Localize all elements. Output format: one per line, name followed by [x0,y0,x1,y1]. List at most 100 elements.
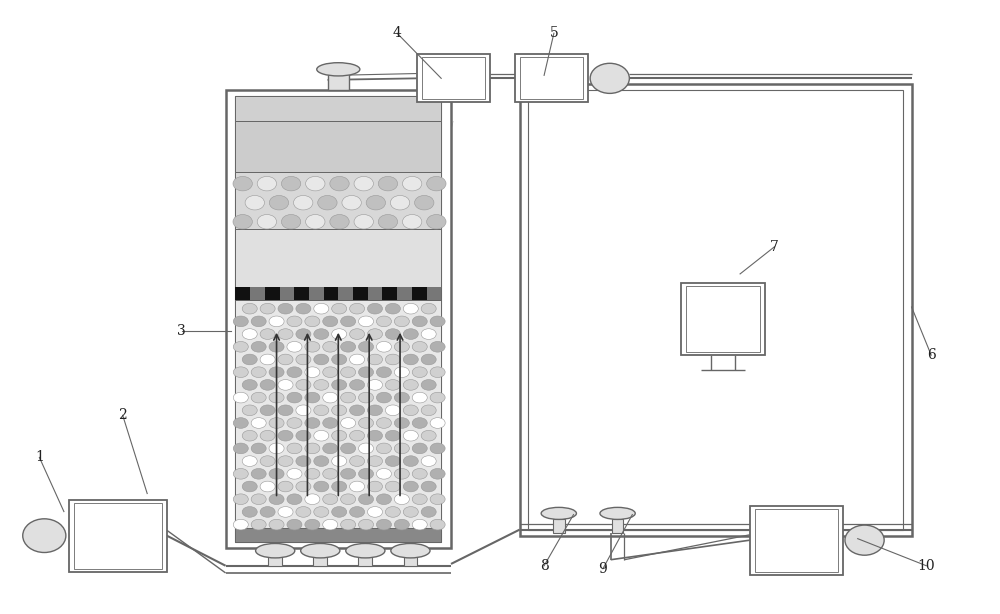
Ellipse shape [296,379,311,391]
Ellipse shape [359,418,374,429]
Ellipse shape [287,468,302,479]
Bar [268,551,282,565]
Ellipse shape [260,481,275,492]
Text: 8: 8 [540,559,548,573]
Ellipse shape [412,418,427,429]
Ellipse shape [390,195,410,210]
Ellipse shape [367,379,383,391]
Ellipse shape [287,519,302,530]
Bar [382,287,397,300]
Ellipse shape [233,443,248,454]
Ellipse shape [317,63,360,76]
Text: 2: 2 [118,408,127,422]
Ellipse shape [323,468,338,479]
Ellipse shape [412,468,427,479]
Ellipse shape [332,430,347,441]
Ellipse shape [242,303,257,314]
Ellipse shape [376,392,391,403]
Ellipse shape [376,468,391,479]
Ellipse shape [242,405,257,416]
Ellipse shape [251,443,266,454]
Ellipse shape [296,456,311,467]
Bar [235,529,441,542]
Ellipse shape [260,328,275,340]
Bar [235,300,441,529]
Ellipse shape [403,456,418,467]
Text: 9: 9 [599,562,607,576]
Bar [681,283,765,355]
Ellipse shape [306,176,325,191]
Bar [520,57,583,99]
Ellipse shape [260,379,275,391]
Ellipse shape [314,481,329,492]
Ellipse shape [260,303,275,314]
Ellipse shape [314,507,329,517]
Ellipse shape [269,392,284,403]
Ellipse shape [332,328,347,340]
Ellipse shape [394,316,409,327]
Ellipse shape [421,354,436,365]
Ellipse shape [305,468,320,479]
Ellipse shape [367,328,383,340]
Ellipse shape [296,303,311,314]
Ellipse shape [305,418,320,429]
Text: 6: 6 [927,348,936,362]
Ellipse shape [430,341,445,352]
Ellipse shape [541,507,576,519]
Ellipse shape [394,494,409,505]
Ellipse shape [421,303,436,314]
Ellipse shape [233,468,248,479]
Text: 3: 3 [177,324,186,338]
Bar [265,287,280,300]
Ellipse shape [427,214,446,229]
Ellipse shape [430,519,445,530]
Ellipse shape [251,316,266,327]
Ellipse shape [251,392,266,403]
Bar [427,287,441,300]
Ellipse shape [359,443,374,454]
Bar [520,84,912,535]
Ellipse shape [341,341,356,352]
Ellipse shape [323,392,338,403]
Ellipse shape [403,430,418,441]
Ellipse shape [296,481,311,492]
Bar [328,69,349,90]
Ellipse shape [305,519,320,530]
Ellipse shape [233,214,252,229]
Ellipse shape [359,341,374,352]
Ellipse shape [281,214,301,229]
Ellipse shape [269,468,284,479]
Ellipse shape [367,507,383,517]
Bar [612,519,623,533]
Ellipse shape [301,543,340,558]
Ellipse shape [430,367,445,378]
Ellipse shape [376,341,391,352]
Ellipse shape [421,481,436,492]
Ellipse shape [296,430,311,441]
Ellipse shape [260,430,275,441]
Ellipse shape [330,176,349,191]
Ellipse shape [341,392,356,403]
Ellipse shape [394,443,409,454]
Ellipse shape [403,354,418,365]
Text: 5: 5 [550,26,558,41]
Ellipse shape [305,494,320,505]
Bar [404,551,417,565]
Ellipse shape [430,418,445,429]
Ellipse shape [278,303,293,314]
Ellipse shape [421,507,436,517]
Ellipse shape [332,379,347,391]
Ellipse shape [359,519,374,530]
Ellipse shape [376,519,391,530]
Ellipse shape [376,367,391,378]
Ellipse shape [251,341,266,352]
Ellipse shape [394,392,409,403]
Bar [368,287,382,300]
Ellipse shape [367,354,383,365]
Ellipse shape [394,341,409,352]
Ellipse shape [341,519,356,530]
Ellipse shape [314,456,329,467]
Ellipse shape [376,418,391,429]
Ellipse shape [269,316,284,327]
Ellipse shape [359,392,374,403]
